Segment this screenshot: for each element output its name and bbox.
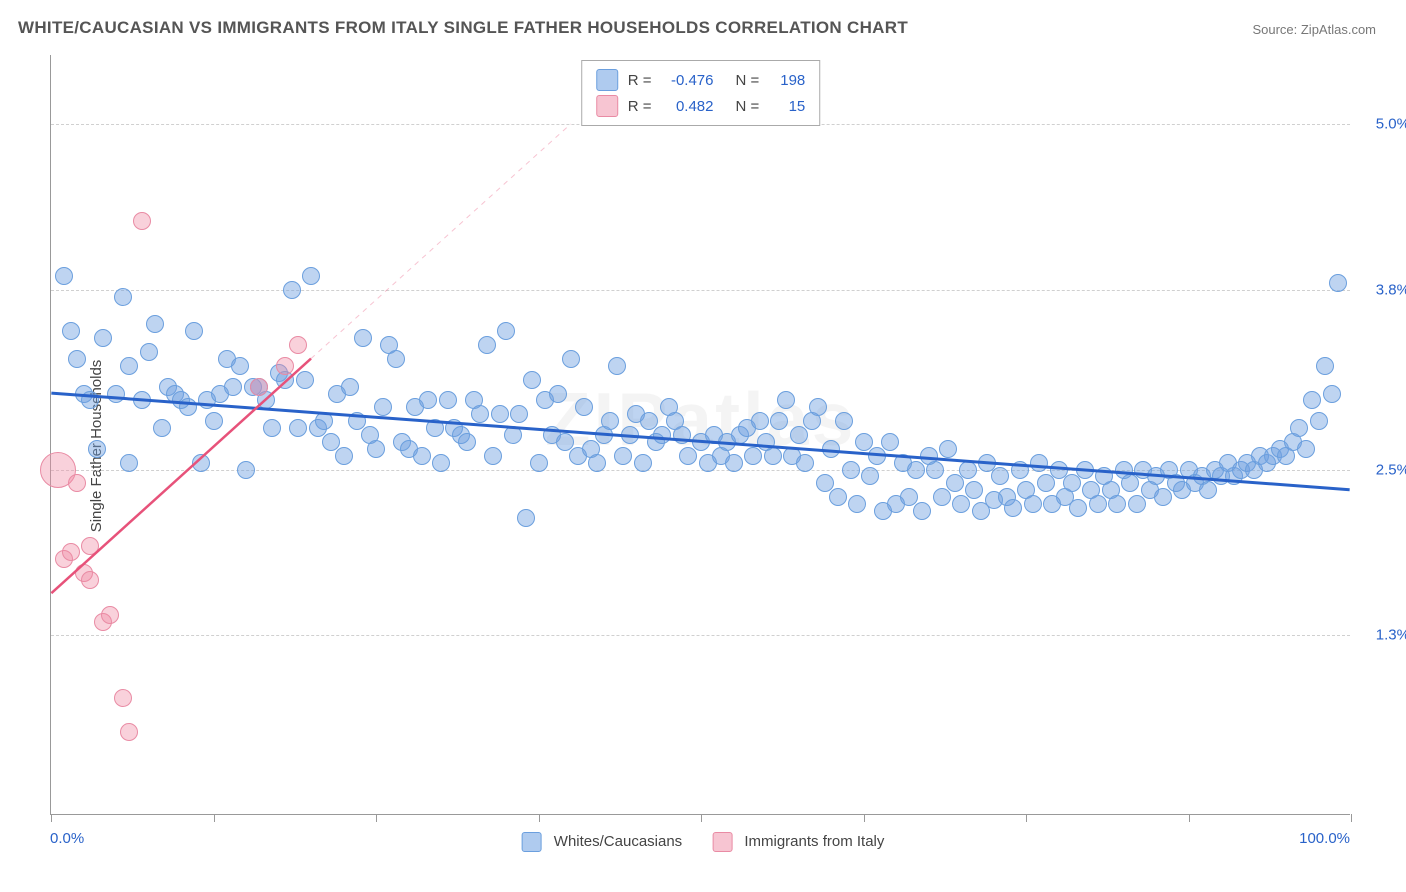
x-tick <box>1189 814 1190 822</box>
stats-n-value-1: 198 <box>769 72 805 89</box>
source-attribution: Source: ZipAtlas.com <box>1252 22 1376 37</box>
x-tick <box>864 814 865 822</box>
plot-area: ZIPatlas 5.0%3.8%2.5%1.3% <box>51 55 1350 814</box>
stats-r-label-2: R = <box>628 98 652 115</box>
chart-frame: ZIPatlas 5.0%3.8%2.5%1.3% R = -0.476 N =… <box>50 55 1350 815</box>
correlation-stats-box: R = -0.476 N = 198 R = 0.482 N = 15 <box>581 60 821 126</box>
chart-container: WHITE/CAUCASIAN VS IMMIGRANTS FROM ITALY… <box>0 0 1406 892</box>
legend-label-2: Immigrants from Italy <box>744 833 884 850</box>
x-axis-label-min: 0.0% <box>50 830 84 847</box>
y-tick-label: 2.5% <box>1360 461 1406 478</box>
stats-row-series1: R = -0.476 N = 198 <box>596 67 806 93</box>
x-tick <box>701 814 702 822</box>
legend-swatch-1 <box>522 832 542 852</box>
legend-swatch-2 <box>712 832 732 852</box>
trendline <box>311 124 571 359</box>
y-tick-label: 1.3% <box>1360 627 1406 644</box>
trendlines-svg <box>51 55 1350 814</box>
legend-item-1: Whites/Caucasians <box>522 832 683 852</box>
x-tick <box>214 814 215 822</box>
bottom-legend: Whites/Caucasians Immigrants from Italy <box>522 832 885 852</box>
x-tick <box>1026 814 1027 822</box>
x-tick <box>376 814 377 822</box>
y-tick-label: 3.8% <box>1360 281 1406 298</box>
stats-n-label-1: N = <box>736 72 760 89</box>
stats-r-value-1: -0.476 <box>662 72 714 89</box>
x-tick <box>51 814 52 822</box>
stats-row-series2: R = 0.482 N = 15 <box>596 93 806 119</box>
x-axis-label-max: 100.0% <box>1299 830 1350 847</box>
legend-item-2: Immigrants from Italy <box>712 832 884 852</box>
stats-swatch-series2 <box>596 95 618 117</box>
stats-r-label-1: R = <box>628 72 652 89</box>
stats-n-value-2: 15 <box>769 98 805 115</box>
x-tick <box>539 814 540 822</box>
trendline <box>51 359 311 594</box>
trendline <box>51 393 1349 490</box>
legend-label-1: Whites/Caucasians <box>554 833 682 850</box>
stats-r-value-2: 0.482 <box>662 98 714 115</box>
stats-n-label-2: N = <box>736 98 760 115</box>
x-tick <box>1351 814 1352 822</box>
y-tick-label: 5.0% <box>1360 116 1406 133</box>
stats-swatch-series1 <box>596 69 618 91</box>
chart-title: WHITE/CAUCASIAN VS IMMIGRANTS FROM ITALY… <box>18 18 908 38</box>
